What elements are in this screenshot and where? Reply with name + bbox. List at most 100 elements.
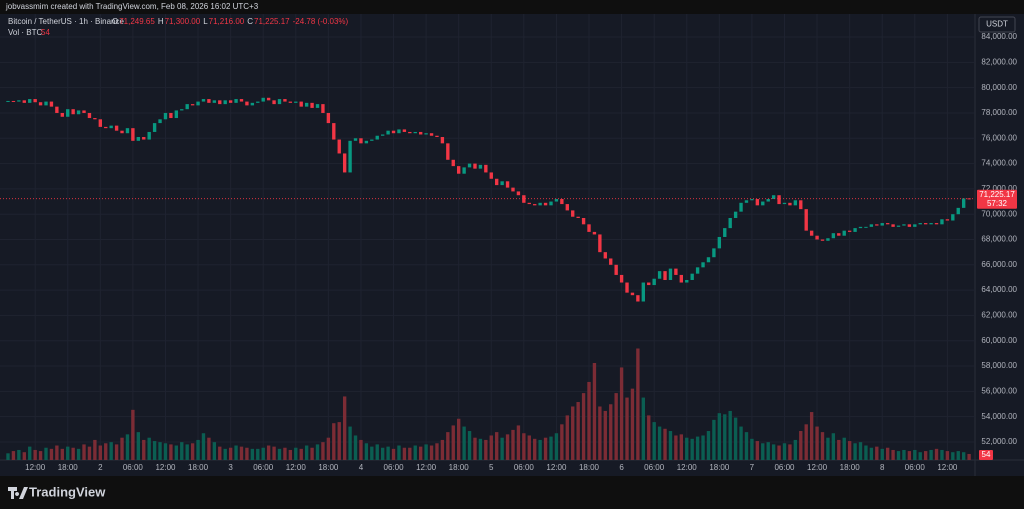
volume-bar — [804, 424, 808, 460]
candle-body — [418, 131, 423, 135]
volume-bar — [71, 447, 75, 460]
volume-bar — [918, 452, 922, 460]
volume-value: 54 — [41, 28, 50, 37]
candle-body — [446, 143, 450, 160]
candle-body — [451, 159, 455, 167]
candle-body — [310, 102, 314, 108]
volume-bar — [858, 442, 863, 460]
volume-bar — [120, 437, 124, 460]
x-tick-label: 18:00 — [709, 463, 730, 472]
volume-bar — [245, 447, 249, 460]
ohlc-label: C — [247, 17, 253, 26]
candle-body — [348, 140, 352, 173]
x-tick-label: 06:00 — [905, 463, 926, 472]
y-tick-label: 84,000.00 — [981, 32, 1017, 41]
candle-body — [87, 112, 92, 119]
candle-body — [60, 112, 64, 117]
volume-bar — [408, 447, 412, 460]
volume-tag — [979, 450, 993, 460]
volume-bar — [549, 436, 553, 460]
volume-bar — [614, 393, 618, 460]
volume-bar — [234, 445, 238, 460]
y-tick-label: 64,000.00 — [981, 285, 1017, 294]
volume-bar — [565, 415, 569, 460]
volume-bar — [11, 451, 16, 460]
volume-bar — [201, 433, 206, 460]
volume-bar — [76, 448, 81, 460]
candle-body — [49, 101, 54, 107]
candle-body — [799, 200, 803, 210]
candle-body — [951, 214, 955, 221]
candle-body — [527, 202, 531, 205]
volume-bar — [766, 442, 770, 460]
volume-bar — [527, 435, 531, 460]
volume-bar — [842, 437, 846, 460]
candle-body — [98, 119, 102, 127]
volume-bar — [348, 426, 352, 460]
candle-body — [918, 223, 922, 225]
volume-bar — [690, 438, 694, 460]
volume-bar — [142, 439, 146, 460]
candle-body — [603, 252, 607, 259]
candle-body — [516, 191, 521, 196]
candle-body — [641, 282, 645, 302]
volume-bar — [435, 443, 439, 460]
y-tick-label: 80,000.00 — [981, 83, 1017, 92]
ohlc-value: 71,249.65 — [119, 17, 155, 26]
x-tick-label: 06:00 — [253, 463, 274, 472]
volume-bar — [196, 439, 200, 460]
volume-bar — [945, 451, 950, 460]
candle-body — [793, 200, 798, 206]
candle-body — [125, 128, 130, 134]
volume-bar — [304, 445, 309, 460]
candle-body — [853, 228, 857, 232]
volume-bar — [592, 362, 597, 460]
candle-body — [750, 199, 754, 201]
candle-body — [614, 264, 618, 275]
volume-bar — [457, 418, 461, 460]
candle-body — [370, 139, 374, 141]
candle-body — [402, 129, 407, 132]
volume-bar — [505, 434, 510, 460]
candle-body — [375, 135, 379, 140]
candle-body — [397, 129, 401, 134]
volume-bars — [6, 348, 971, 460]
volume-bar — [739, 426, 743, 460]
volume-bar — [809, 412, 814, 460]
volume-bar — [940, 449, 944, 460]
candle-body — [728, 217, 732, 229]
x-tick-label: 12:00 — [807, 463, 828, 472]
volume-bar — [104, 443, 108, 460]
candle-body — [163, 112, 168, 120]
volume-bar — [440, 439, 445, 460]
currency-button[interactable] — [978, 16, 1016, 33]
x-tick-label: 4 — [359, 463, 364, 472]
x-tick-label: 8 — [880, 463, 885, 472]
candle-body — [554, 199, 559, 202]
volume-bar — [663, 428, 667, 460]
candle-body — [581, 217, 586, 225]
candle-body — [500, 181, 504, 186]
logo-text: TradingView — [29, 484, 106, 499]
candle-body — [44, 101, 48, 106]
candle-body — [820, 239, 825, 241]
candle-body — [809, 230, 814, 236]
candle-body — [880, 223, 884, 226]
ohlc-value: 71,216.00 — [209, 17, 245, 26]
candle-body — [652, 278, 656, 286]
currency[interactable]: USDT — [986, 20, 1008, 29]
candle-body — [169, 112, 173, 119]
candle-body — [733, 211, 738, 218]
volume-bar — [462, 426, 466, 460]
volume-bar — [560, 424, 564, 460]
volume-bar — [652, 422, 656, 460]
volume-bar — [695, 436, 700, 460]
volume-bar — [397, 445, 401, 460]
candle-body — [266, 97, 271, 101]
candle-body — [712, 248, 716, 258]
candle-body — [440, 137, 445, 144]
candle-body — [288, 101, 293, 103]
candle-body — [706, 257, 711, 263]
volume-bar — [6, 453, 10, 460]
